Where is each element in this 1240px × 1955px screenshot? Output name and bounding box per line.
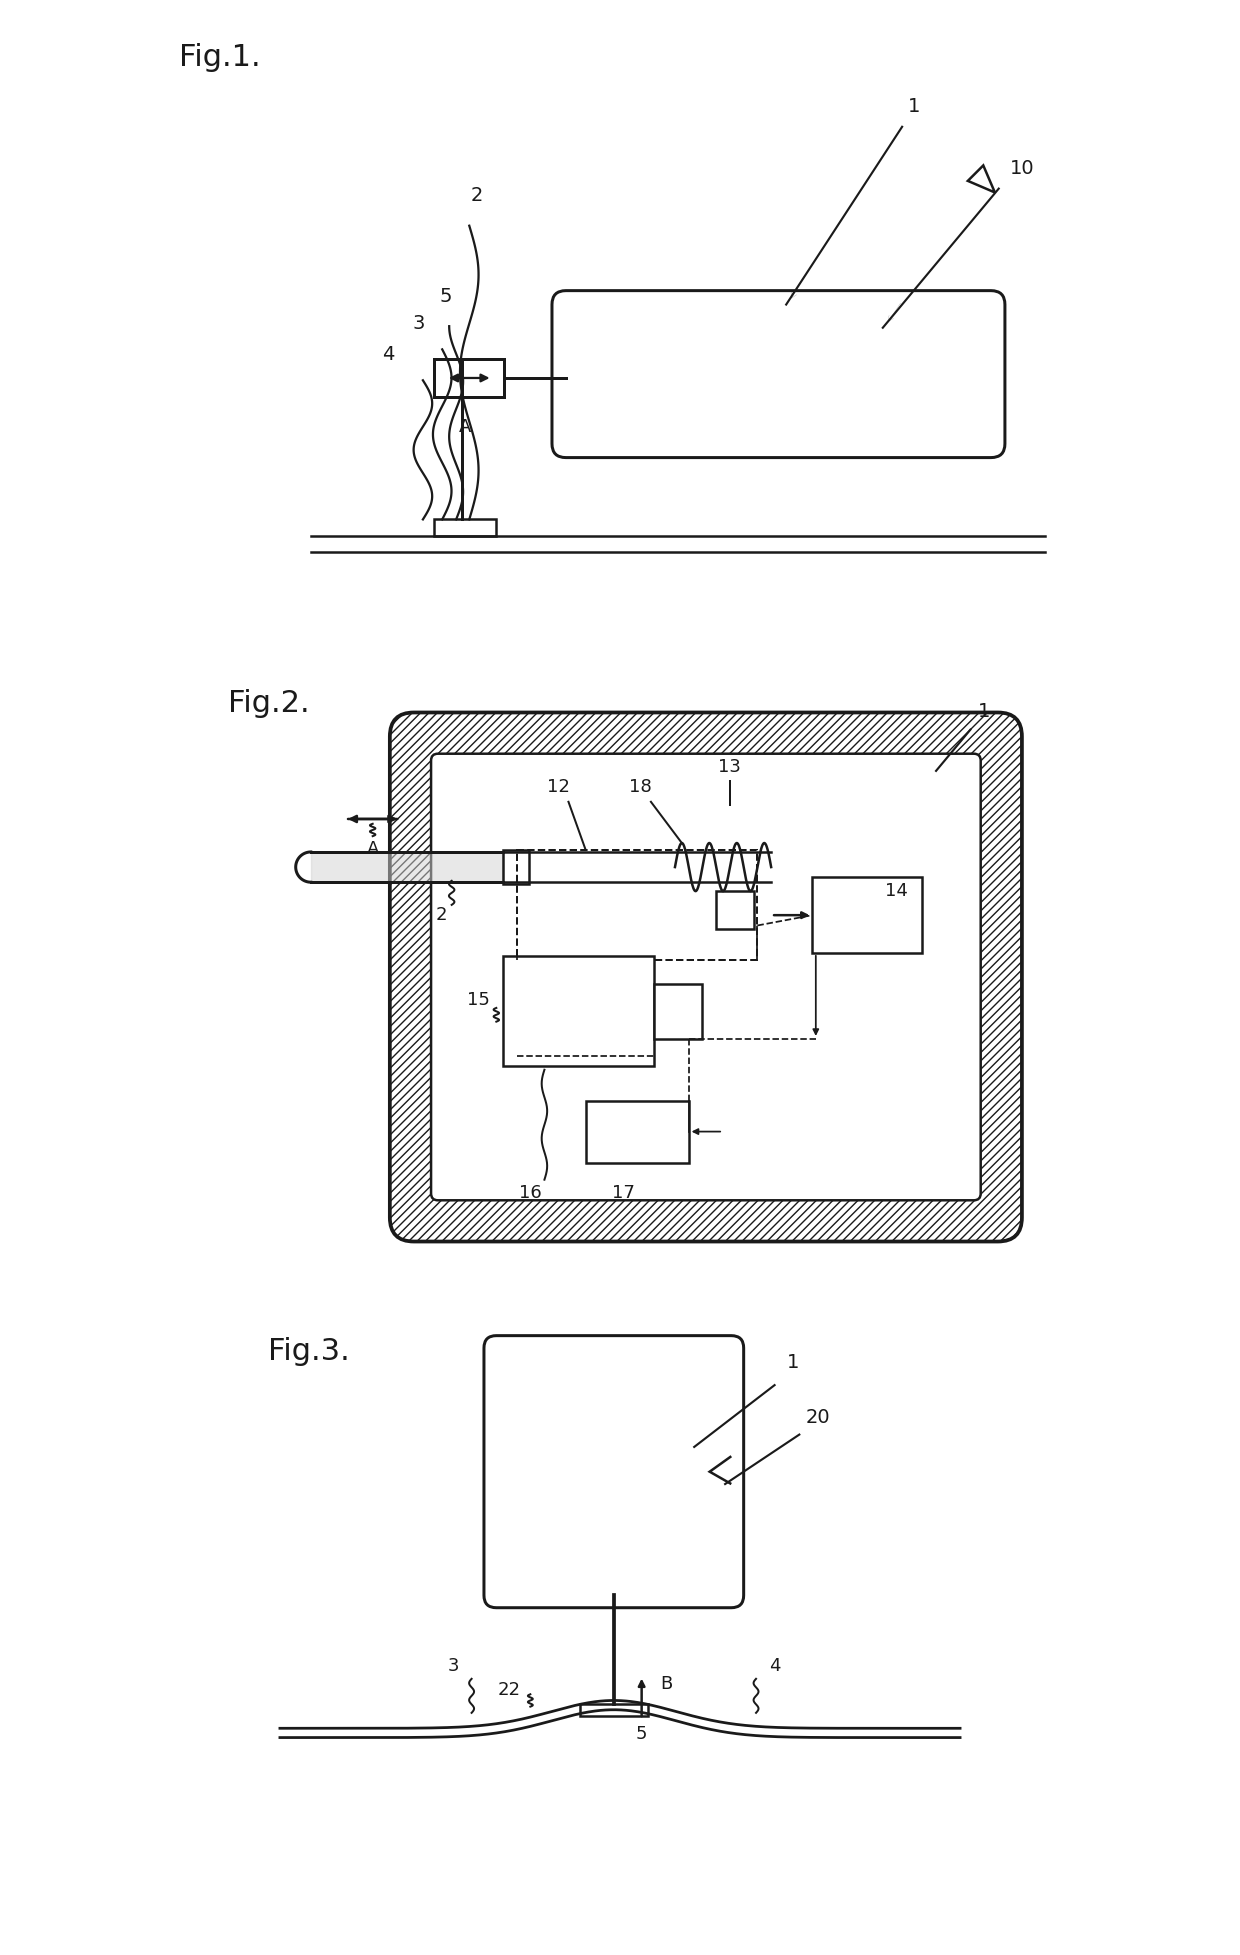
Text: 5: 5 xyxy=(636,1724,647,1742)
Text: 1: 1 xyxy=(787,1351,800,1370)
Text: 2: 2 xyxy=(435,905,448,923)
Bar xyxy=(812,878,923,954)
Text: A: A xyxy=(367,841,379,858)
Bar xyxy=(434,520,496,538)
FancyBboxPatch shape xyxy=(552,291,1004,457)
Text: 18: 18 xyxy=(629,778,652,796)
Text: 1: 1 xyxy=(978,702,991,721)
FancyBboxPatch shape xyxy=(484,1335,744,1607)
Text: 5: 5 xyxy=(440,287,453,305)
Text: B: B xyxy=(660,1673,672,1693)
Text: Fig.2.: Fig.2. xyxy=(228,688,310,717)
Text: 17: 17 xyxy=(613,1183,635,1200)
Text: 4: 4 xyxy=(769,1656,780,1673)
Bar xyxy=(655,985,702,1040)
Text: 4: 4 xyxy=(382,344,394,364)
Text: Fig.3.: Fig.3. xyxy=(268,1335,350,1365)
Bar xyxy=(717,891,754,929)
Text: 16: 16 xyxy=(520,1183,542,1200)
Text: 12: 12 xyxy=(547,778,569,796)
Bar xyxy=(580,1703,647,1716)
Text: 22: 22 xyxy=(498,1681,521,1699)
Bar xyxy=(503,956,655,1067)
Bar xyxy=(503,850,529,886)
Text: 3: 3 xyxy=(413,313,425,332)
Text: A: A xyxy=(459,418,471,436)
Text: 1: 1 xyxy=(908,98,920,115)
Text: 13: 13 xyxy=(718,757,742,776)
FancyBboxPatch shape xyxy=(389,714,1022,1241)
FancyBboxPatch shape xyxy=(432,755,981,1200)
Text: Fig.1.: Fig.1. xyxy=(180,43,262,72)
Text: 14: 14 xyxy=(884,882,908,899)
Bar xyxy=(585,1101,688,1163)
Text: 15: 15 xyxy=(466,991,490,1009)
Text: 10: 10 xyxy=(1009,158,1034,178)
Bar xyxy=(517,850,758,960)
Text: 2: 2 xyxy=(471,186,484,205)
Text: 20: 20 xyxy=(806,1408,831,1427)
Text: 3: 3 xyxy=(448,1656,459,1673)
